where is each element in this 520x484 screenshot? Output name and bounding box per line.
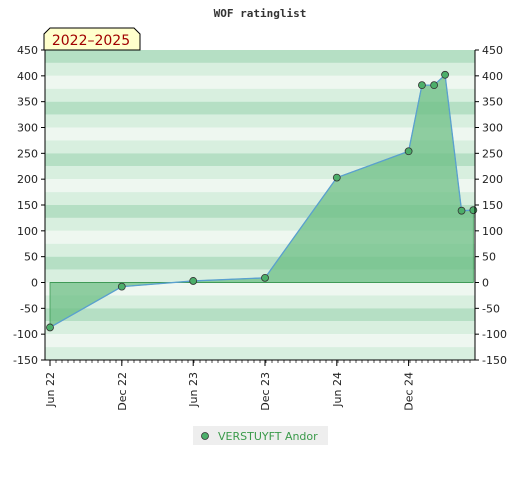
period-badge: 2022–2025: [43, 27, 141, 51]
y-tick-label-left: 400: [17, 70, 38, 83]
grid-band: [45, 295, 475, 309]
axes: 450 450 400 400 350 350 300 300 250 250 200 200 150 1…: [13, 44, 507, 411]
y-tick-label-right: 200: [482, 173, 503, 186]
y-tick-label-right: 300: [482, 122, 503, 135]
grid-band: [45, 127, 475, 141]
x-tick-label: Dec 23: [259, 372, 272, 411]
y-tick-label-right: 450: [482, 44, 503, 57]
y-tick-label-left: 200: [17, 173, 38, 186]
data-point: [469, 206, 478, 215]
grid-band: [45, 153, 475, 167]
x-tick-label: Dec 24: [403, 372, 416, 411]
y-tick-label-left: 450: [17, 44, 38, 57]
grid-band: [45, 334, 475, 348]
legend-label: VERSTUYFT Andor: [218, 430, 318, 443]
grid-band: [45, 114, 475, 128]
y-tick-label-left: 150: [17, 199, 38, 212]
y-tick-label-right: 0: [482, 277, 489, 290]
x-tick-label: Dec 22: [116, 372, 129, 411]
grid-band: [45, 62, 475, 76]
chart-title: WOF ratinglist: [214, 7, 307, 20]
grid-band: [45, 140, 475, 154]
y-tick-label-left: 300: [17, 122, 38, 135]
data-point: [441, 70, 449, 79]
y-tick-label-right: -100: [482, 328, 507, 341]
grid-band: [45, 321, 475, 335]
grid-band: [45, 88, 475, 102]
y-tick-label-right: 350: [482, 96, 503, 109]
legend-marker: [201, 432, 209, 440]
y-tick-label-left: 350: [17, 96, 38, 109]
data-point: [418, 81, 426, 90]
y-tick-label-right: 100: [482, 225, 503, 238]
y-tick-label-left: -100: [13, 328, 38, 341]
y-tick-label-left: -50: [20, 302, 38, 315]
grid-band: [45, 50, 475, 63]
data-point: [261, 273, 269, 282]
grid-band: [45, 347, 475, 360]
y-tick-label-right: -50: [482, 302, 500, 315]
data-point: [46, 323, 54, 332]
data-point: [189, 277, 198, 285]
x-tick-label: Jun 22: [44, 372, 57, 408]
y-tick-label-left: 100: [17, 225, 38, 238]
y-tick-label-right: 250: [482, 147, 503, 160]
x-tick-label: Jun 24: [331, 372, 344, 408]
grid-band: [45, 75, 475, 89]
y-tick-label-right: 400: [482, 70, 503, 83]
grid-band: [45, 101, 475, 115]
background-bands: [45, 50, 475, 360]
badge-shape: [43, 27, 141, 51]
data-point: [430, 81, 438, 90]
y-tick-label-left: 50: [24, 251, 38, 264]
area-series: [46, 70, 478, 332]
y-tick-label-right: 150: [482, 199, 503, 212]
grid-band: [45, 282, 475, 296]
y-tick-label-left: -150: [13, 354, 38, 367]
data-point: [332, 173, 341, 182]
legend: VERSTUYFT Andor: [193, 426, 328, 445]
y-tick-label-left: 250: [17, 147, 38, 160]
y-tick-label-right: 50: [482, 251, 496, 264]
x-tick-label: Jun 23: [187, 372, 200, 408]
legend-box: [193, 426, 328, 445]
y-tick-label-left: 0: [31, 277, 38, 290]
badge-label: 2022–2025: [52, 33, 130, 49]
data-point: [117, 282, 126, 291]
grid-band: [45, 308, 475, 322]
data-point: [457, 206, 466, 215]
y-tick-label-right: -150: [482, 354, 507, 367]
data-point: [404, 147, 413, 156]
